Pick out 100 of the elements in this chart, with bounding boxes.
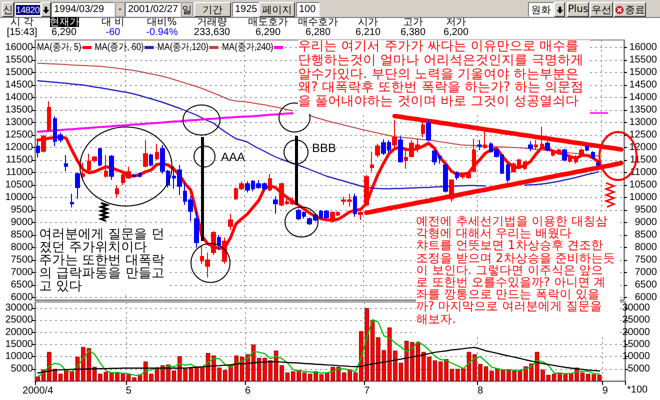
candlestick [364, 174, 369, 207]
y-tick-label: 14000 [5, 92, 34, 103]
y-tick-label: 6000 [10, 292, 34, 303]
y-tick-label: 30000 [5, 302, 34, 314]
text: 6,290 [51, 26, 77, 38]
candlestick [92, 156, 97, 163]
y-tick-label: 11500 [6, 154, 34, 166]
candlestick [370, 151, 374, 172]
y2-tick-label: 13500 [629, 104, 658, 116]
text-field: 100 [296, 2, 320, 17]
y2-tick-label: 10000 [629, 192, 658, 203]
button: 신 [2, 2, 14, 17]
text: 대 비 [101, 16, 125, 28]
text-field: 2001/02/27 [125, 2, 181, 17]
candlestick [404, 147, 408, 170]
annotation: 우리는 여기서 주가가 싸다는 이유만으로 매수를 단행하는것이 얼마나 어리석은것인지를 극명하게 알수가있다. 부단의 노력을 기울여야 하는부분은 왜? 대폭락후 또한번 폭락을 하는가? 하는 의문점 을 풀어내야하는 것이며 바로 그것이 성공열쇠다 [298, 39, 584, 110]
y2-tick-label: 15500 [629, 54, 658, 66]
text: 6,210 [355, 26, 381, 38]
text: 매수호가 [298, 16, 338, 28]
text: 6,280 [305, 26, 331, 38]
y-tick-label: 10500 [5, 180, 34, 190]
y2-tick-label: 5000 [628, 363, 650, 374]
y2-tick-label: 6500 [634, 280, 658, 290]
text: 6,200 [443, 26, 469, 38]
candlestick [64, 154, 68, 172]
y-tick-label: 25000 [5, 314, 34, 326]
text: -0.94% [146, 26, 178, 38]
y-tick-label: 13000 [5, 117, 34, 128]
y-tick-label: 12000 [5, 142, 34, 153]
y-tick-label: 7500 [10, 254, 34, 266]
text: 고가 [403, 16, 423, 28]
y2-tick-label: 16000 [629, 42, 658, 53]
candlestick [591, 150, 595, 160]
y-tick-label: 13500 [5, 104, 34, 116]
candlestick [483, 130, 487, 150]
candlestick [228, 213, 233, 230]
button: 우선 [590, 2, 613, 17]
annotation: 여러분에게 질문을 던 졌던 주가위치이다 주가는 또한번 대폭락 의 급락파동을 만들고 고 있다 [39, 227, 164, 294]
y2-tick-label: 8500 [634, 230, 658, 240]
candlestick [268, 173, 272, 192]
line-series [392, 114, 624, 152]
annotation: AAA [221, 150, 246, 164]
legend-label: MA(종가,120) [157, 42, 209, 53]
text-field: 1925 [232, 2, 259, 17]
candlestick [87, 153, 91, 173]
x-tick-label: 9 [602, 386, 608, 396]
text: [15:43] [6, 26, 38, 38]
candlestick [477, 140, 482, 150]
y-tick-label: 11000 [6, 167, 34, 178]
candlestick [443, 163, 448, 193]
candlestick [353, 193, 357, 218]
y-tick-label: 6500 [10, 280, 34, 290]
y2-tick-label: 15000 [622, 339, 650, 350]
candlestick [579, 148, 584, 157]
text: 6,290 [255, 26, 281, 38]
y-tick-label: 10000 [5, 351, 34, 362]
candlestick [217, 234, 221, 250]
button: Plus [567, 2, 589, 17]
candlestick [273, 196, 278, 214]
y2-tick-label: 8000 [634, 242, 658, 253]
candlestick [523, 160, 527, 170]
y2-tick-label: 30000 [622, 302, 650, 314]
y2-tick-label: 10000 [622, 351, 650, 362]
annotation: BBB [312, 141, 336, 155]
y-tick-label: 9500 [10, 204, 34, 216]
candlestick [109, 154, 114, 180]
y-tick-label: 16000 [5, 42, 34, 53]
text: 시 각 [10, 16, 34, 28]
candlestick [81, 162, 85, 180]
label-box: - [115, 2, 125, 17]
button: 기간 [194, 2, 231, 17]
y2-tick-label: 10500 [629, 180, 658, 190]
candlestick [426, 120, 431, 142]
y2-tick-label: 14500 [629, 80, 658, 90]
y2-tick-label: 12500 [629, 130, 658, 140]
text: 예전에 추세선기법을 이용한 대칭삼 각형에 대해서 우리는 배웠다 챠트를 언뜻보면 1차상승후 견조한 조정을 받으며 2차상승을 준비하는듯 이 보인다. 그렇다면 이주식은 앞으 로 또한번 오를수있을까? 아니면 계 좌를 깡통으로 만드는 폭락이 있을 까? 마지막으로 여러분에게 질문을 해보자. [416, 214, 616, 326]
candlestick [528, 140, 533, 152]
y-tick-label: 15500 [5, 54, 34, 66]
x-tick-label: 7 [364, 386, 370, 396]
x-tick-label: 8 [478, 386, 484, 396]
candlestick [132, 173, 136, 178]
candlestick [375, 143, 380, 158]
legend-label: MA(종가,240) [222, 42, 274, 53]
text: 거래량 [197, 16, 227, 28]
y2-tick-label: 7500 [634, 254, 658, 266]
y-tick-label: 12500 [5, 130, 34, 140]
candlestick [551, 150, 555, 157]
text: -60 [106, 26, 120, 38]
candlestick [36, 140, 40, 158]
candlestick [421, 122, 425, 138]
candlestick [47, 100, 51, 132]
candlestick [585, 144, 589, 152]
candlestick [194, 210, 199, 248]
x-tick-label: 2000/4 [22, 386, 54, 396]
candlestick [155, 143, 159, 160]
x-tick-label: 6 [244, 386, 251, 396]
button: 페이지 [259, 2, 295, 17]
y2-tick-label: 9500 [634, 204, 658, 216]
candlestick [568, 154, 572, 163]
text-field: 14820 [14, 2, 41, 17]
